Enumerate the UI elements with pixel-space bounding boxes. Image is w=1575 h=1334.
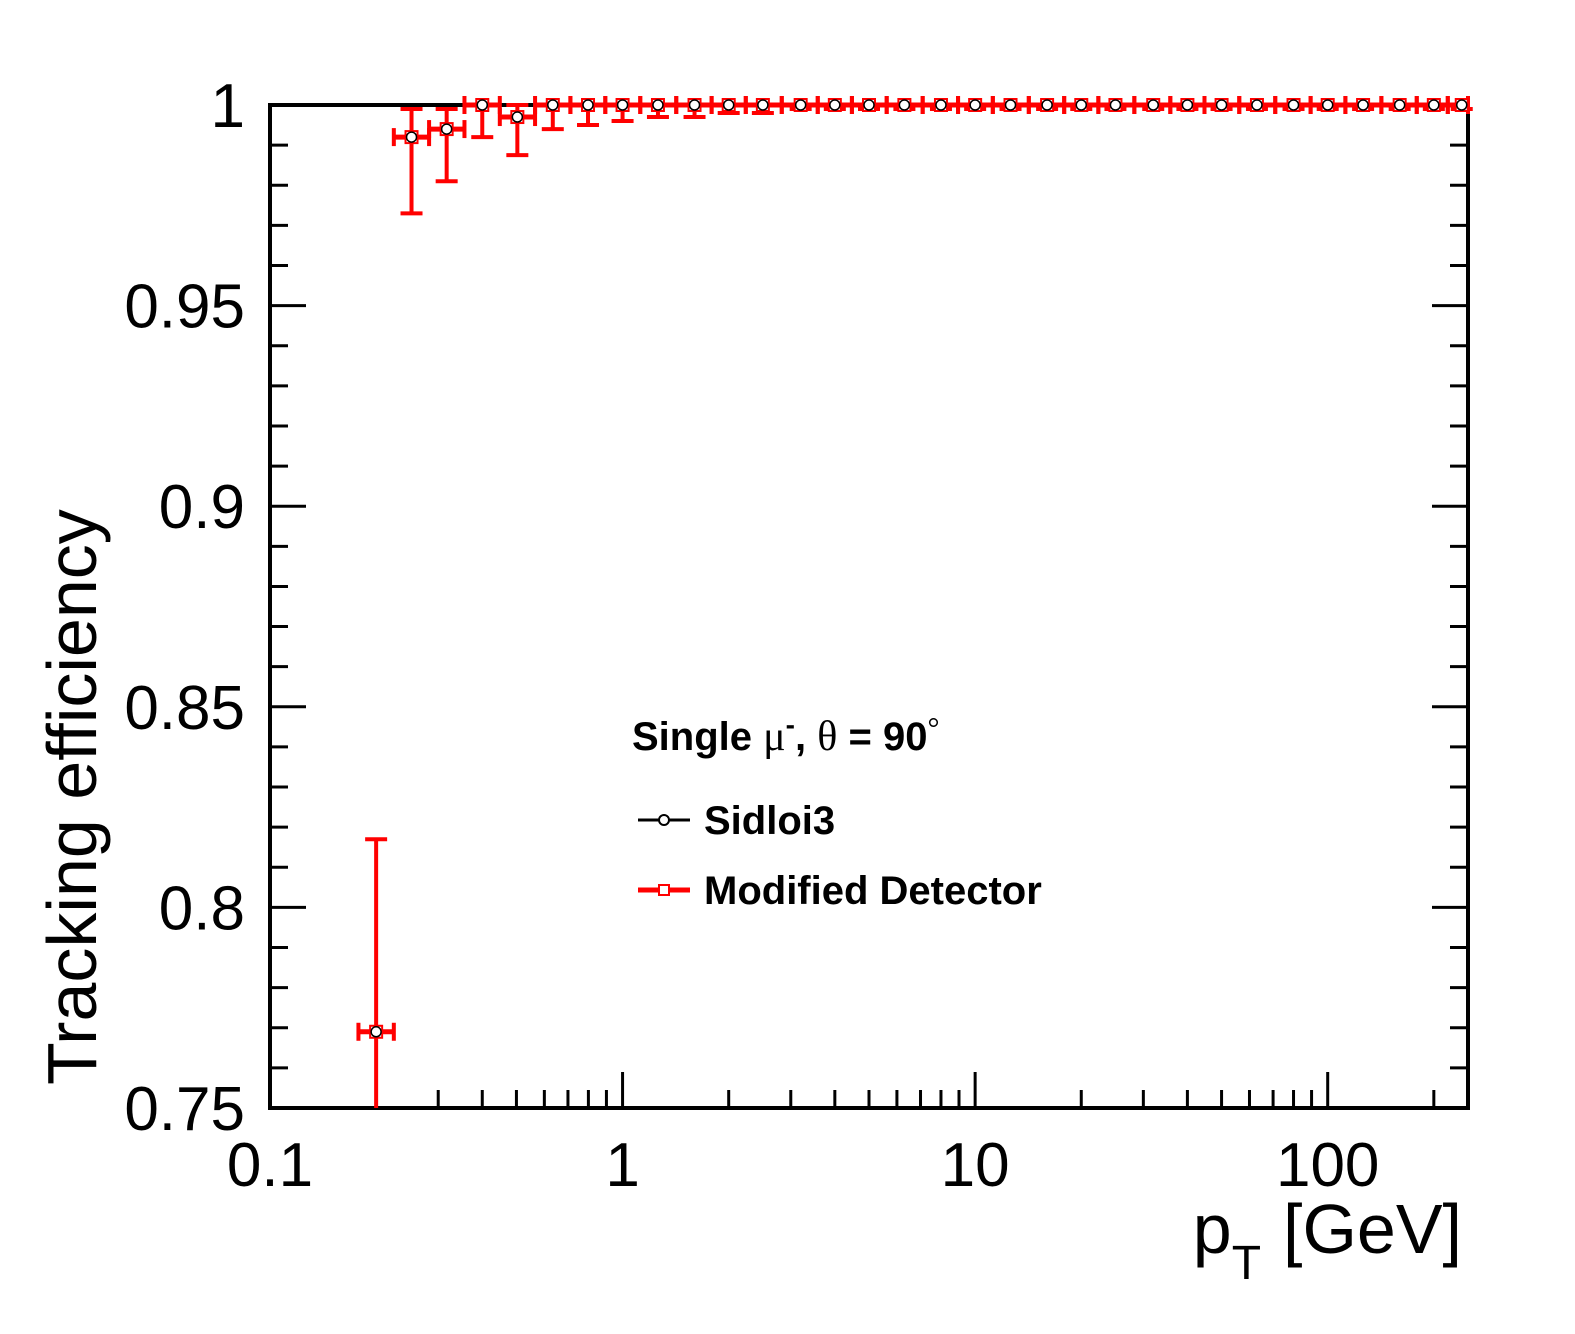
sidloi3-marker [1215,99,1228,111]
y-tick-label: 0.85 [124,674,245,743]
plot-frame [268,103,1470,1110]
sidloi3-marker [688,99,701,111]
sidloi3-marker [405,131,418,143]
sidloi3-marker [511,111,524,123]
sidloi3-marker [1109,99,1122,111]
sidloi3-marker [1004,99,1017,111]
sidloi3-marker [547,99,559,111]
sidloi3-marker [652,99,664,111]
sidloi3-marker [1455,99,1468,111]
x-tick-label: 100 [1276,1131,1379,1200]
y-tick-label: 1 [211,72,245,141]
data-series [356,96,1473,1108]
sidloi3-marker [829,99,841,111]
x-axis-title-subscript: T [1232,1237,1261,1290]
sidloi3-marker [1251,99,1263,111]
sidloi3-marker [440,123,453,135]
x-axis-title: pT [GeV] [1193,1190,1462,1290]
legend: Single μ-, θ = 90° Sidloi3 Modified Dete… [632,709,1042,913]
sidloi3-marker [582,99,594,111]
sidloi3-marker [898,99,911,111]
sidloi3-marker [863,99,875,111]
sidloi3-marker [722,99,735,111]
y-tick-label: 0.95 [124,273,245,342]
sidloi3-marker [1321,99,1334,111]
legend-marker-square-modified [658,884,670,896]
sidloi3-marker [1357,99,1369,111]
sidloi3-marker [935,99,947,111]
legend-entry-modified-detector: Modified Detector [704,869,1042,913]
sidloi3-marker [969,99,981,111]
legend-entry-sidloi3: Sidloi3 [704,799,835,843]
y-tick-label: 0.8 [159,874,245,943]
sidloi3-marker [476,99,489,111]
y-tick-label: 0.75 [124,1075,245,1144]
y-axis-title: Tracking efficiency [33,509,111,1085]
sidloi3-marker [757,99,769,111]
sidloi3-marker [1428,99,1440,111]
x-axis-title-unit: [GeV] [1283,1190,1462,1268]
sidloi3-marker [370,1026,382,1038]
legend-marker-circle-sidloi3 [658,814,670,826]
sidloi3-marker [616,99,629,111]
sidloi3-marker [1181,99,1194,111]
sidloi3-marker [794,99,807,111]
y-tick-labels: 0.75 0.8 0.85 0.9 0.95 1 [124,72,245,1144]
plot-area-border [268,103,1470,1110]
legend-title: Single μ-, θ = 90° [632,709,939,760]
sidloi3-marker [1075,99,1088,111]
sidloi3-marker [1041,99,1053,111]
sidloi3-marker [1147,99,1159,111]
x-tick-label: 0.1 [227,1131,313,1200]
x-tick-label: 1 [605,1131,639,1200]
sidloi3-marker [1287,99,1300,111]
axis-ticks [268,103,1468,1110]
x-tick-label: 10 [941,1131,1010,1200]
y-tick-label: 0.9 [159,473,245,542]
x-axis-title-main: p [1193,1190,1232,1268]
sidloi3-marker [1393,99,1406,111]
x-tick-labels: 0.1 1 10 100 [227,1131,1380,1200]
